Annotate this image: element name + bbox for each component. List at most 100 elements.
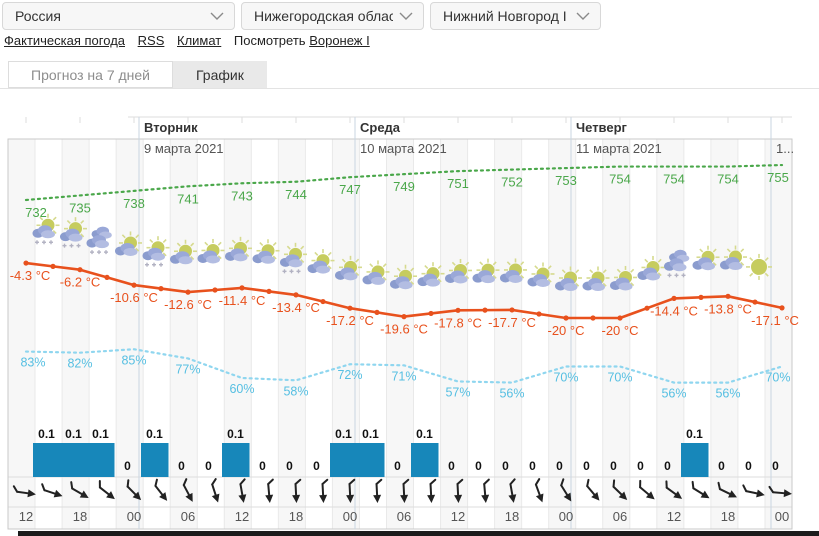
humidity-label: 60% [229,382,254,396]
x-time-label: 12 [451,509,465,524]
city-select-value: Нижний Новгород I [443,8,567,24]
wind-arrow-icon [612,479,628,500]
wind-arrow-icon [12,485,36,498]
day-date: 10 марта 2021 [360,141,447,156]
wind-arrow-icon [182,478,193,502]
pressure-label: 738 [123,196,145,211]
temperature-label: -10.6 °C [110,290,158,305]
precip-bar [411,443,439,477]
sun-cloud-icon [500,258,527,283]
sun-cloud-icon [637,255,665,281]
wind-arrow-icon [560,478,572,502]
temperature-label: -19.6 °C [380,322,428,337]
precip-value: 0 [313,459,320,473]
precip-value: 0.1 [92,427,109,441]
wind-arrow-icon [292,478,302,503]
precip-value: 0 [124,459,131,473]
precip-value: 0 [745,459,752,473]
precip-value: 0 [637,459,644,473]
x-time-label: 00 [559,509,573,524]
wind-arrow-icon [427,478,437,503]
rss-link[interactable]: RSS [137,33,165,48]
actual-weather-link[interactable]: Фактическая погода [4,33,126,48]
precip-bar [357,443,385,477]
sun-cloud-icon [170,239,197,265]
sun-cloud-snow-icon [280,242,307,274]
pressure-label: 754 [663,172,685,187]
pressure-label: 735 [69,200,91,215]
x-time-label: 00 [343,509,357,524]
temperature-label: -17.1 °C [751,313,799,328]
temperature-label: -20 °C [548,323,585,338]
climate-link[interactable]: Климат [177,33,222,48]
x-time-label: 18 [73,509,87,524]
wind-arrow-icon [454,478,464,503]
humidity-label: 85% [121,353,146,367]
watch-label: Посмотреть [233,33,306,48]
wind-arrow-icon [639,479,655,500]
temperature-label: -11.4 °C [219,293,266,308]
view-tabs: Прогноз на 7 дней График [8,61,267,88]
wind-arrow-icon [70,481,89,498]
sun-cloud-snow-icon [142,236,170,267]
precip-bar [33,443,61,477]
pressure-label: 751 [447,176,469,191]
precip-bar [222,443,250,477]
pressure-label: 732 [25,205,47,220]
x-time-label: 12 [235,509,249,524]
x-time-label: 06 [397,509,411,524]
precip-bar [330,443,358,477]
wind-arrow-icon [586,478,600,501]
wind-arrow-icon [481,478,490,503]
temperature-label: -13.8 °C [704,301,752,316]
tab-chart[interactable]: График [173,61,267,88]
humidity-label: 83% [20,356,45,370]
precip-value: 0 [502,459,509,473]
pressure-label: 749 [393,179,415,194]
sun-cloud-icon [720,245,747,271]
precip-value: 0 [475,459,482,473]
sun-cloud-icon [582,266,610,291]
precip-value: 0 [286,459,293,473]
wind-arrow-icon [154,478,168,501]
pressure-label: 755 [767,170,789,185]
day-name: Четверг [576,120,628,135]
precip-bar [60,443,88,477]
x-time-label: 00 [775,509,789,524]
day-name: Среда [360,120,401,135]
temperature-label: -13.4 °C [272,300,320,315]
pressure-line [24,163,784,202]
tab-forecast-7-days[interactable]: Прогноз на 7 дней [8,61,173,88]
day-name: Вторник [144,120,198,135]
sun-cloud-icon [472,258,500,284]
x-time-label: 06 [613,509,627,524]
humidity-label: 56% [661,387,686,401]
region-select[interactable]: Нижегородская облас [241,2,424,30]
humidity-label: 58% [283,384,308,398]
sun-cloud-snow-icon [32,213,60,245]
sun-cloud-icon [417,262,445,287]
x-time-label: 12 [667,509,681,524]
temperature-label: -17.7 °C [488,315,536,330]
precip-value: 0.1 [335,427,352,441]
precip-value: 0.1 [362,427,379,441]
sun-cloud-icon [555,266,582,291]
precip-value: 0 [772,459,779,473]
wind-arrow-icon [691,480,710,499]
city-select[interactable]: Нижний Новгород I [430,2,601,30]
country-select[interactable]: Россия [2,2,235,30]
humidity-label: 71% [391,369,416,383]
wind-arrow-icon [98,480,115,500]
humidity-label: 56% [499,387,524,401]
precip-value: 0.1 [686,427,703,441]
precip-value: 0.1 [227,427,244,441]
sun-cloud-icon [335,255,362,281]
watch-city-link[interactable]: Воронеж I [309,33,370,48]
sun-cloud-icon [527,262,555,287]
temperature-label: -4.3 °C [10,268,51,283]
humidity-label: 70% [607,371,632,385]
sun-icon [746,253,772,280]
precip-bar [141,443,169,477]
sun-cloud-icon [390,264,417,290]
pressure-label: 752 [501,175,523,190]
